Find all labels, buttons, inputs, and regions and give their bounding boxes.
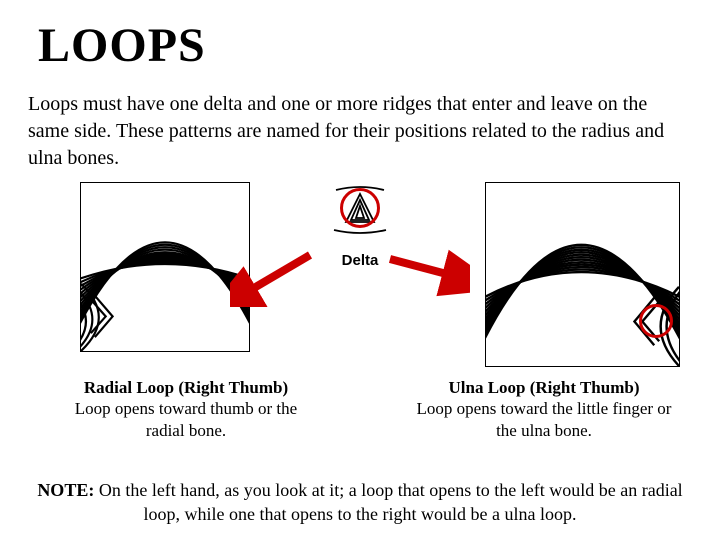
page-title: LOOPS: [0, 0, 720, 73]
fingerprint-ulna: [485, 182, 680, 367]
arrow-right-icon: [380, 247, 470, 297]
delta-circle-marker: [340, 188, 380, 228]
fingerprint-radial-svg: [81, 183, 249, 351]
delta-label: Delta: [338, 250, 383, 271]
caption-ulna-desc: Loop opens toward the little finger or t…: [414, 398, 674, 441]
note-label: NOTE:: [37, 480, 94, 500]
caption-radial-title: Radial Loop (Right Thumb): [56, 377, 316, 398]
caption-ulna: Ulna Loop (Right Thumb) Loop opens towar…: [414, 375, 674, 443]
note-text: NOTE: On the left hand, as you look at i…: [24, 479, 696, 526]
figure-row: Delta: [0, 172, 720, 367]
caption-radial-desc: Loop opens toward thumb or the radial bo…: [56, 398, 316, 441]
arrow-left-icon: [230, 247, 320, 307]
fingerprint-radial: [80, 182, 250, 352]
captions-row: Radial Loop (Right Thumb) Loop opens tow…: [0, 367, 720, 443]
caption-radial: Radial Loop (Right Thumb) Loop opens tow…: [56, 375, 316, 443]
description-text: Loops must have one delta and one or mor…: [0, 73, 720, 172]
fingerprint-ulna-svg: [486, 183, 679, 366]
note-body: On the left hand, as you look at it; a l…: [94, 480, 682, 523]
delta-inset: [332, 182, 388, 238]
ulna-delta-circle: [639, 304, 673, 338]
caption-ulna-title: Ulna Loop (Right Thumb): [414, 377, 674, 398]
